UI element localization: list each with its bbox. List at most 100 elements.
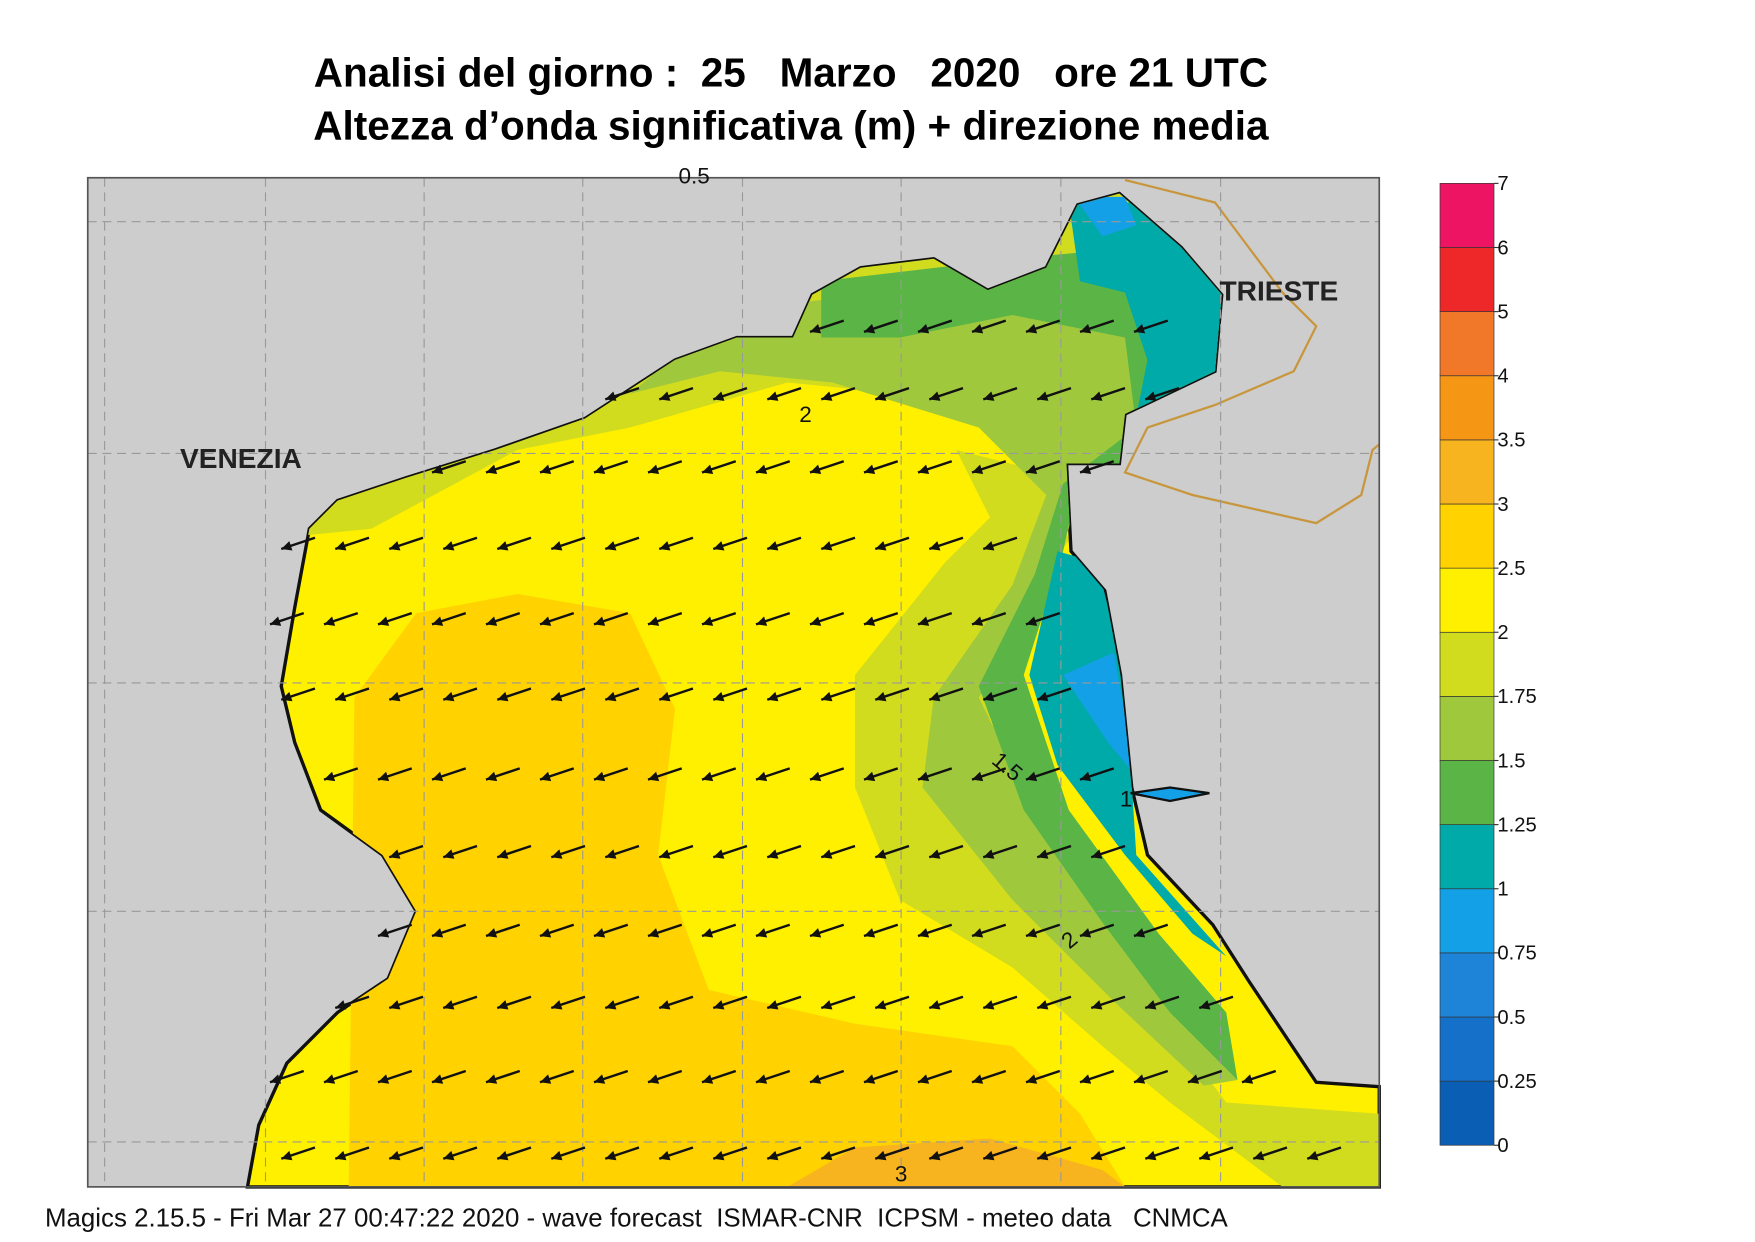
arrow-head: [918, 928, 930, 938]
arrow-head: [875, 849, 887, 859]
arrow-head: [486, 464, 498, 474]
arrow-head: [767, 691, 779, 702]
arrow-head: [864, 464, 876, 474]
arrow-head: [972, 464, 984, 474]
colorbar-box: [1439, 375, 1495, 441]
arrow-head: [1026, 324, 1038, 334]
direction-arrows: [269, 319, 1342, 1161]
arrow-head: [335, 541, 347, 551]
subtitle: Altezza d’onda significativa (m) + direz…: [313, 103, 1269, 149]
colorbar-tick-label: 6: [1497, 237, 1508, 259]
arrow-head: [821, 541, 833, 551]
arrow-head: [1080, 324, 1092, 334]
arrow-head: [648, 616, 660, 626]
arrow-head: [756, 616, 768, 626]
arrow-head: [594, 771, 606, 782]
arrow-head: [605, 849, 617, 859]
arrow-head: [551, 1150, 563, 1161]
arrow-head: [1037, 1000, 1049, 1010]
arrow-head: [497, 1000, 509, 1010]
arrow-head: [702, 464, 714, 474]
arrow-head: [1091, 391, 1103, 401]
arrow-head: [1037, 691, 1049, 702]
arrow-head: [1134, 324, 1146, 334]
arrow-head: [821, 849, 833, 859]
arrow-head: [1080, 928, 1092, 938]
arrow-head: [594, 464, 606, 474]
arrow-head: [540, 616, 552, 626]
arrow-head: [983, 849, 995, 859]
arrow-head: [659, 1150, 671, 1161]
arrow-head: [324, 771, 336, 782]
arrow-head: [486, 1074, 498, 1084]
arrow-head: [1145, 1150, 1157, 1161]
colorbar-tick-label: 4: [1497, 366, 1508, 388]
arrow-head: [767, 1000, 779, 1010]
arrow-head: [864, 324, 876, 334]
colorbar-box: [1439, 247, 1495, 312]
colorbar-tick-label: 5: [1497, 301, 1508, 323]
arrow-head: [929, 691, 941, 702]
arrow-head: [864, 928, 876, 938]
contour-label: 2: [799, 402, 812, 427]
arrow-head: [378, 1074, 390, 1084]
colorbar-box: [1439, 439, 1495, 505]
arrow-head: [767, 1150, 779, 1161]
arrow-head: [1026, 616, 1038, 626]
arrow-head: [540, 1074, 552, 1084]
arrow-head: [486, 928, 498, 938]
arrow-head: [443, 691, 455, 702]
arrow-head: [648, 928, 660, 938]
arrow-head: [1080, 1074, 1092, 1084]
arrow-head: [594, 616, 606, 626]
arrow-head: [659, 541, 671, 551]
colorbar-tick-label: 2: [1497, 622, 1508, 644]
arrow-head: [659, 391, 671, 401]
colorbar-box: [1439, 567, 1495, 633]
arrow-head: [443, 541, 455, 551]
arrow-head: [594, 1074, 606, 1084]
arrow-head: [1037, 1150, 1049, 1161]
arrow-head: [864, 616, 876, 626]
arrow-head: [432, 616, 444, 626]
colorbar-box: [1439, 631, 1495, 697]
place-label: TRIESTE: [1220, 275, 1339, 306]
colorbar-box: [1439, 760, 1495, 825]
arrow-head: [929, 1000, 941, 1010]
arrow-head: [1188, 1074, 1200, 1084]
contour-label: 1: [1120, 787, 1133, 812]
colorbar-tick-label: 1.25: [1497, 814, 1536, 836]
colorbar-tick-label: 3: [1497, 494, 1508, 516]
arrow-head: [443, 1150, 455, 1161]
arrow-head: [1307, 1150, 1319, 1161]
arrow-head: [659, 1000, 671, 1010]
colorbar-box: [1439, 696, 1495, 761]
arrow-head: [551, 541, 563, 551]
arrow-head: [821, 1000, 833, 1010]
arrow-head: [875, 391, 887, 401]
arrow-head: [983, 391, 995, 401]
arrow-head: [551, 849, 563, 859]
arrow-head: [918, 771, 930, 782]
arrow-head: [486, 771, 498, 782]
colorbar-tick-label: 2.5: [1497, 558, 1525, 580]
arrow-head: [432, 1074, 444, 1084]
arrow-head: [713, 691, 725, 702]
arrow-head: [810, 324, 822, 334]
arrow-head: [324, 616, 336, 626]
arrow-head: [443, 849, 455, 859]
arrow-head: [605, 391, 617, 401]
arrow-head: [443, 1000, 455, 1010]
arrow-head: [540, 464, 552, 474]
arrow-head: [972, 324, 984, 334]
arrow-head: [972, 616, 984, 626]
colorbar-box: [1439, 952, 1495, 1018]
arrow-head: [1091, 849, 1103, 859]
arrow-head: [497, 691, 509, 702]
arrow-head: [281, 691, 293, 702]
arrow-head: [972, 771, 984, 782]
arrow-head: [389, 541, 401, 551]
arrow-head: [335, 691, 347, 702]
arrow-head: [713, 1000, 725, 1010]
